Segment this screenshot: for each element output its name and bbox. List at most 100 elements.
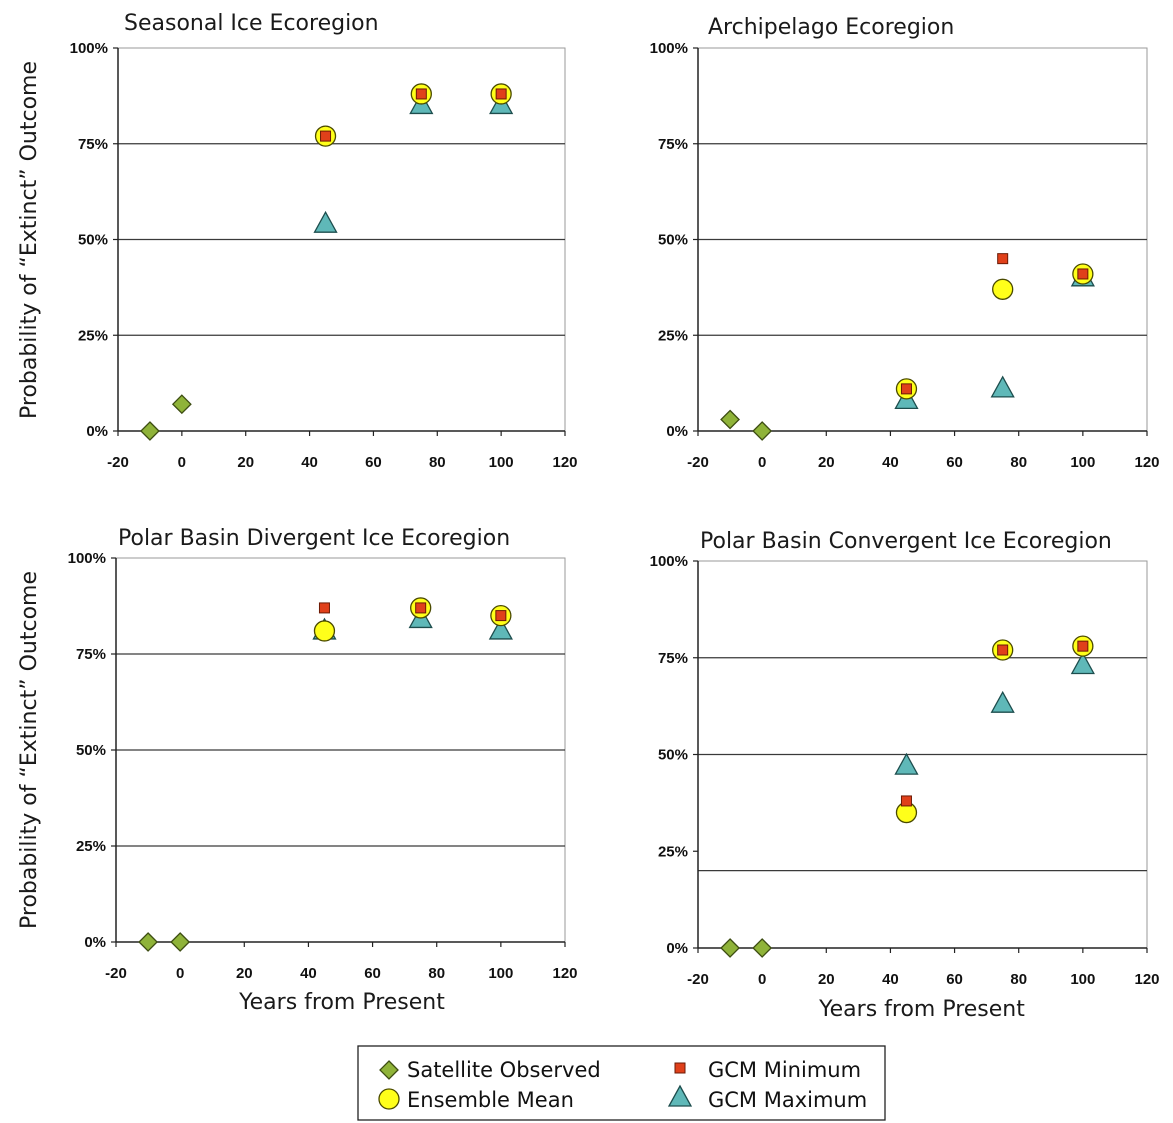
gcm-minimum-point [1077,640,1089,652]
x-tick-label: 60 [365,454,382,471]
gcm-minimum-point [1077,268,1089,280]
y-tick-label: 50% [76,742,106,759]
gcm-maximum-point-shape [990,690,1015,713]
ensemble-mean-point-shape [992,278,1014,300]
x-tick-label: 100 [489,454,514,471]
gcm-maximum-point [990,375,1015,398]
x-tick-label: 60 [946,971,963,988]
gcm-minimum-point-shape [320,130,332,142]
x-tick-label: 60 [946,454,963,471]
satellite-observed-point [140,421,160,441]
y-tick-label: 100% [68,550,106,567]
satellite-observed-point-shape [171,394,192,415]
gcm-minimum-point [495,88,507,100]
x-tick-label: 20 [818,454,835,471]
gcm-minimum-point-shape [415,602,427,614]
gcm-minimum-point-shape [1077,640,1089,652]
gcm-minimum-point-shape [495,610,507,622]
x-tick-label: 80 [428,965,445,982]
satellite-observed-point [752,421,773,441]
legend-label-gcm-maximum: GCM Maximum [708,1088,867,1112]
x-tick-label: 60 [364,965,381,982]
x-tick-label: 120 [552,454,577,471]
ensemble-mean-point-shape [313,620,336,642]
y-tick-label: 50% [658,747,688,764]
y-tick-label: 75% [78,136,108,153]
x-tick-label: 0 [758,454,766,471]
y-tick-label: 75% [76,646,106,663]
satellite-observed-point-shape [752,938,773,958]
chart-panel-2: Archipelago Ecoregion 0% 25% 50% 75% 100% -20 0… [650,15,1160,471]
legend-label-ensemble-mean: Ensemble Mean [407,1088,574,1112]
x-tick-label: -20 [107,454,129,471]
satellite-observed-point [720,938,740,958]
y-tick-label: 75% [658,136,688,153]
gcm-minimum-point [997,644,1009,656]
gcm-minimum-point [318,602,330,614]
x-tick-label: -20 [687,971,709,988]
satellite-observed-point-shape [720,938,740,958]
gcm-maximum-point [488,617,513,640]
x-tick-label: -20 [105,965,127,982]
chart-title: Seasonal Ice Ecoregion [124,11,379,36]
legend-marker-satellite-observed-shape [379,1060,399,1080]
legend: Satellite Observed GCM Minimum Ensemble Me… [357,1045,886,1121]
satellite-observed-point [170,932,191,952]
x-tick-label: 0 [176,965,184,982]
gcm-maximum-point [1070,652,1095,675]
gcm-minimum-point-shape [1077,268,1089,280]
gcm-maximum-point [990,690,1015,713]
gcm-maximum-point [894,752,919,775]
chart-title: Archipelago Ecoregion [708,15,954,40]
x-tick-label: 40 [301,454,318,471]
satellite-observed-point-shape [170,932,191,952]
legend-marker-gcm-minimum [674,1062,686,1074]
satellite-observed-point [171,394,192,415]
satellite-observed-point [720,409,740,430]
gcm-minimum-point [997,253,1009,265]
gcm-maximum-point-shape [488,617,513,640]
legend-marker-satellite-observed [379,1060,399,1080]
satellite-observed-point [138,932,158,952]
chart-panel-3: Polar Basin Divergent Ice Ecoregion 0% 25%… [17,526,578,1015]
x-tick-label: 20 [237,454,254,471]
x-tick-label: 0 [178,454,186,471]
x-tick-label: 20 [818,971,835,988]
legend-box [357,1045,886,1121]
x-axis-label: Years from Present [238,990,445,1015]
gcm-minimum-point-shape [900,795,912,807]
gcm-minimum-point [900,795,912,807]
y-tick-label: 0% [84,934,106,951]
gcm-minimum-point-shape [415,88,427,100]
legend-marker-gcm-maximum [667,1084,693,1107]
gcm-maximum-point [313,210,338,233]
satellite-observed-point-shape [138,932,158,952]
y-axis-label: Probability of “Extinct” Outcome [17,61,42,419]
gcm-minimum-point [415,602,427,614]
gcm-minimum-point [415,88,427,100]
y-tick-label: 25% [658,327,688,344]
gcm-maximum-point-shape [1070,652,1095,675]
gcm-minimum-point-shape [997,253,1009,265]
legend-label-satellite-observed: Satellite Observed [407,1058,601,1082]
x-tick-label: 0 [758,971,766,988]
x-tick-label: 100 [488,965,513,982]
y-axis-label: Probability of “Extinct” Outcome [17,571,42,929]
y-tick-label: 0% [86,423,108,440]
y-tick-label: 25% [78,327,108,344]
gcm-minimum-point [320,130,332,142]
x-tick-label: 80 [429,454,446,471]
y-tick-label: 100% [650,553,688,570]
x-tick-label: 80 [1010,454,1027,471]
x-tick-label: -20 [687,454,709,471]
x-tick-label: 120 [552,965,577,982]
legend-marker-gcm-maximum-shape [667,1084,693,1107]
gcm-minimum-point [900,383,912,395]
satellite-observed-point [752,938,773,958]
x-tick-label: 80 [1010,971,1027,988]
x-tick-label: 100 [1070,971,1095,988]
y-tick-label: 50% [78,232,108,249]
x-tick-label: 40 [300,965,317,982]
ensemble-mean-point [313,620,336,642]
